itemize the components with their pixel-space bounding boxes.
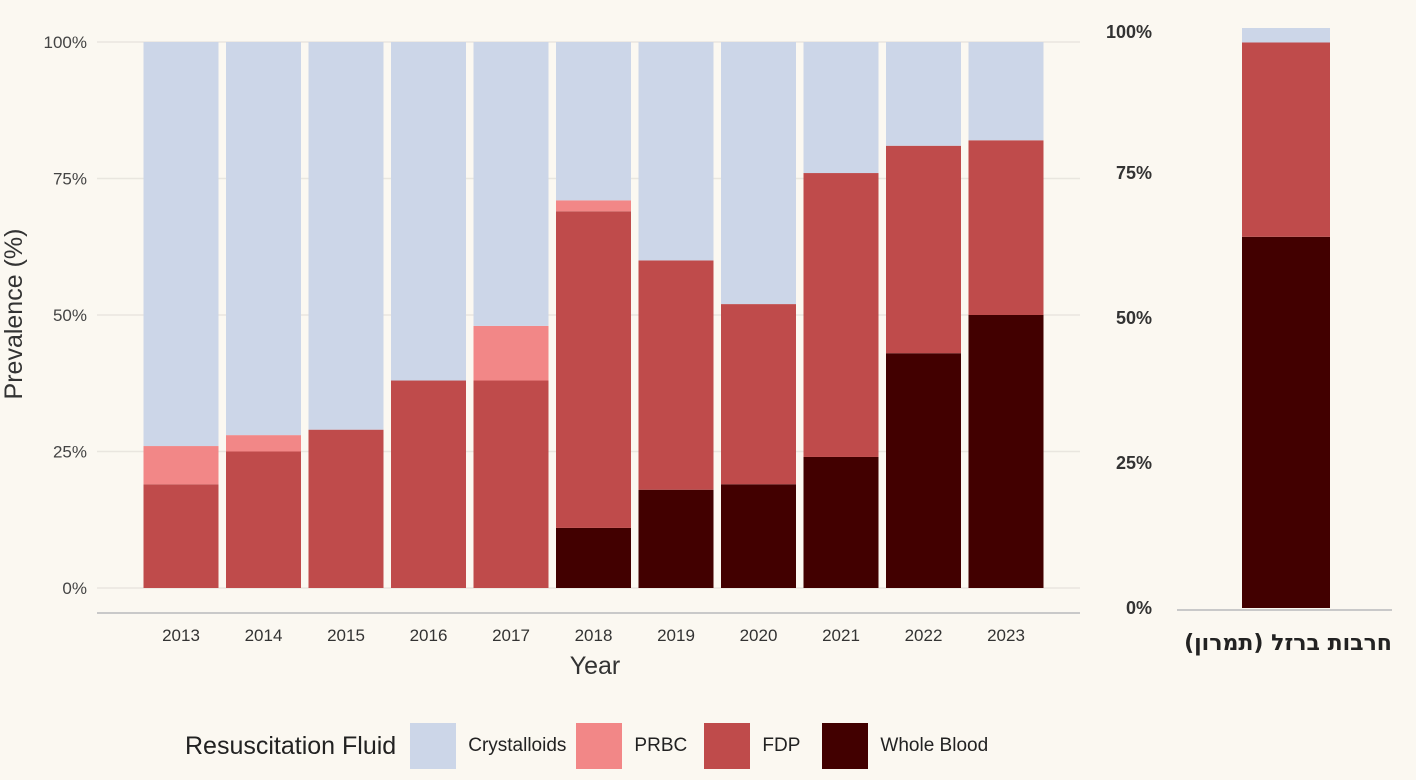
legend-label-fdp: FDP (762, 735, 801, 756)
bar-2015-crystalloids (308, 42, 384, 430)
bar-2013-crystalloids (143, 42, 219, 447)
bar-2018-prbc (556, 200, 631, 212)
bar-2021-whole-blood (803, 456, 879, 588)
main-y-tick-label: 0% (62, 579, 87, 598)
bar-2017-prbc (473, 325, 549, 381)
side-y-tick-labels: 0% 25% 50% 75% 100% (1106, 22, 1152, 618)
main-y-tick-label: 25% (53, 443, 87, 462)
bar-2018-crystalloids (556, 42, 631, 201)
bar-2017-crystalloids (473, 42, 549, 326)
bar-2014-fdp (226, 451, 301, 588)
bar-2014-prbc (226, 435, 301, 452)
side-category-label: חרבות ברזל (תמרון) (1184, 631, 1392, 656)
side-y-tick-label: 50% (1116, 308, 1152, 328)
side-bar-fdp (1242, 42, 1330, 237)
legend-item-prbc: PRBC (576, 723, 694, 769)
main-y-tick-label: 50% (53, 306, 87, 325)
bar-2019-crystalloids (638, 42, 714, 261)
bar-2022-whole-blood (886, 353, 961, 588)
x-tick-label-2016: 2016 (410, 626, 448, 645)
bar-2020-fdp (721, 304, 796, 485)
legend-item-crystalloids: Crystalloids (410, 723, 566, 769)
bar-2016-fdp (391, 380, 466, 588)
side-bar-crystalloids (1242, 28, 1330, 43)
main-bars (143, 42, 1044, 588)
legend-swatch-crystalloids (410, 723, 457, 769)
legend-swatch-prbc (576, 723, 623, 769)
bar-2022-crystalloids (886, 42, 961, 146)
main-y-tick-label: 100% (44, 33, 87, 52)
side-y-tick-label: 25% (1116, 453, 1152, 473)
bar-2016-crystalloids (391, 42, 466, 381)
y-axis-label: Prevalence (%) (0, 229, 28, 400)
legend: Resuscitation Fluid Crystalloids PRBC FD… (185, 722, 998, 770)
legend-swatch-whole-blood (822, 723, 869, 769)
legend-swatch-fdp (704, 723, 751, 769)
bar-2018-fdp (556, 211, 631, 528)
bar-2019-fdp (638, 260, 714, 490)
x-tick-label-2023: 2023 (987, 626, 1025, 645)
side-y-tick-label: 100% (1106, 22, 1152, 42)
bar-2018-whole-blood (556, 527, 631, 588)
bar-2020-crystalloids (721, 42, 796, 305)
side-y-tick-label: 75% (1116, 163, 1152, 183)
bar-2023-whole-blood (968, 315, 1044, 588)
bar-2022-fdp (886, 145, 961, 354)
bar-2019-whole-blood (638, 489, 714, 588)
side-bar-whole-blood (1242, 236, 1330, 609)
x-tick-label-2014: 2014 (245, 626, 283, 645)
legend-label-whole-blood: Whole Blood (880, 735, 989, 756)
x-axis-label: Year (570, 652, 621, 680)
bar-2014-crystalloids (226, 42, 301, 436)
legend-item-fdp: FDP (704, 723, 812, 769)
bar-2021-crystalloids (803, 42, 879, 174)
x-tick-label-2017: 2017 (492, 626, 530, 645)
x-tick-label-2020: 2020 (740, 626, 778, 645)
x-tick-label-2022: 2022 (905, 626, 943, 645)
main-x-tick-labels: 2013 2014 2015 2016 2017 2018 2019 2020 2021 2022… (162, 626, 1025, 645)
x-tick-label-2013: 2013 (162, 626, 200, 645)
main-y-tick-label: 75% (53, 170, 87, 189)
side-y-tick-label: 0% (1126, 598, 1152, 618)
bar-2021-fdp (803, 173, 879, 457)
main-y-tick-labels: 0% 25% 50% 75% 100% (44, 33, 87, 598)
bar-2013-fdp (143, 484, 219, 588)
x-tick-label-2015: 2015 (327, 626, 365, 645)
x-tick-label-2019: 2019 (657, 626, 695, 645)
bar-2013-prbc (143, 446, 219, 485)
side-bars (1242, 28, 1330, 609)
bar-2015-fdp (308, 429, 384, 588)
x-tick-label-2021: 2021 (822, 626, 860, 645)
bar-2023-fdp (968, 140, 1044, 315)
side-chart: 0% 25% 50% 75% 100% חרבות ברזל (תמרון) (1106, 22, 1392, 656)
bar-2017-fdp (473, 380, 549, 588)
bar-2020-whole-blood (721, 484, 796, 588)
bar-2023-crystalloids (968, 42, 1044, 141)
main-chart: 0% 25% 50% 75% 100% 2013 2014 2015 2016 2017 2018… (0, 33, 1080, 680)
legend-label-prbc: PRBC (634, 735, 688, 756)
legend-title: Resuscitation Fluid (185, 731, 397, 760)
x-tick-label-2018: 2018 (575, 626, 613, 645)
legend-item-whole-blood: Whole Blood (822, 723, 988, 769)
legend-label-crystalloids: Crystalloids (468, 735, 567, 756)
